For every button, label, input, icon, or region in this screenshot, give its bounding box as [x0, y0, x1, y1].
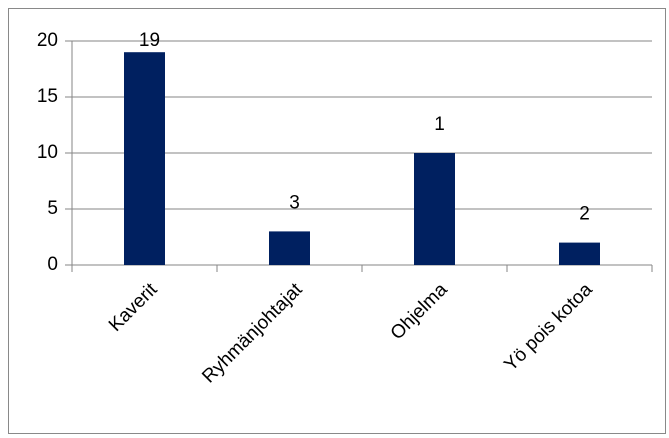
x-tick-label: Ryhmänjohtajat: [198, 279, 307, 388]
bar: [414, 153, 455, 265]
chart-border: [8, 8, 666, 434]
y-tick-label: 10: [37, 142, 58, 163]
bar: [124, 52, 165, 266]
data-label: 3: [289, 192, 300, 213]
y-tick-label: 0: [47, 254, 58, 275]
x-tick-label: Yö pois kotoa: [500, 279, 597, 376]
data-label: 1: [434, 114, 445, 135]
x-tick-label: Ohjelma: [387, 279, 452, 344]
bar: [269, 231, 310, 265]
data-label: 2: [579, 204, 590, 225]
y-tick-label: 20: [37, 30, 58, 51]
y-tick-label: 5: [47, 198, 58, 219]
bar: [559, 242, 600, 265]
y-tick-label: 15: [37, 86, 58, 107]
data-label: 19: [139, 30, 160, 51]
x-tick-label: Kaverit: [105, 279, 162, 336]
